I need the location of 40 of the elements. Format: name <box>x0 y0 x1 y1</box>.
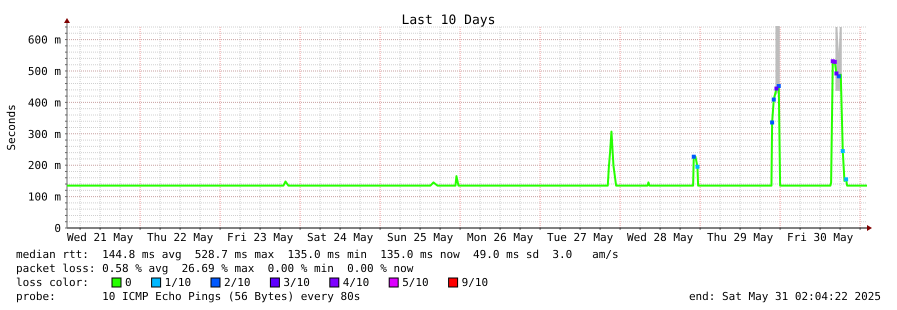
point <box>844 177 848 182</box>
text: probe: 10 ICMP Echo Pings (56 Bytes) every 80s <box>16 290 360 303</box>
point <box>772 98 776 102</box>
x-tick-label: Fri 30 May <box>786 231 854 244</box>
x-tick-label: Tue 27 May <box>546 231 614 244</box>
legend-label: 2/10 <box>224 276 250 289</box>
x-tick-label: Wed 28 May <box>626 231 694 244</box>
point <box>840 149 845 154</box>
legend-title: loss color: <box>16 276 89 289</box>
point <box>774 86 778 91</box>
point <box>695 164 700 169</box>
y-tick-label: 100 m <box>28 190 62 204</box>
y-tick-label: 200 m <box>28 159 62 172</box>
x-tick-label: Wed 21 May <box>66 231 134 244</box>
legend-label: 1/10 <box>164 276 192 289</box>
legend-label: 0 <box>125 276 132 289</box>
point <box>692 154 696 159</box>
point <box>834 71 838 76</box>
y-tick-label: 600 m <box>28 34 62 47</box>
x-tick-label: Mon 26 May <box>466 231 534 244</box>
legend-label: 3/10 <box>283 276 310 289</box>
text: packet loss: 0.58 % avg 26.69 % max 0.00 % min 0.00 % now <box>16 262 414 275</box>
x-tick-label: Fri 23 May <box>226 231 294 244</box>
legend-label: 5/10 <box>402 276 429 289</box>
x-tick-label: Sat 24 May <box>306 231 374 244</box>
y-tick-label: 300 m <box>28 128 62 141</box>
point <box>770 120 774 124</box>
y-tick-label: 400 m <box>28 96 62 110</box>
y-axis-title: Seconds <box>5 104 18 151</box>
text: median rtt: 144.8 ms avg 528.7 ms max 135.0 ms min 135.0 ms now 49.0 ms sd 3.0 am/s <box>16 248 619 261</box>
x-tick-label: Thu 22 May <box>146 231 214 244</box>
line-series <box>66 60 868 187</box>
x-tick-label: Thu 29 May <box>706 231 774 244</box>
x-tick-label: Sun 25 May <box>386 231 454 244</box>
legend-label: 9/10 <box>462 276 488 289</box>
text: end: Sat May 31 02:04:22 2025 <box>688 290 881 303</box>
y-tick-label: 0 <box>54 222 61 235</box>
y-tick-label: 500 m <box>28 64 62 78</box>
legend-label: 4/10 <box>342 276 370 289</box>
chart-title: Last 10 Days <box>402 13 496 28</box>
